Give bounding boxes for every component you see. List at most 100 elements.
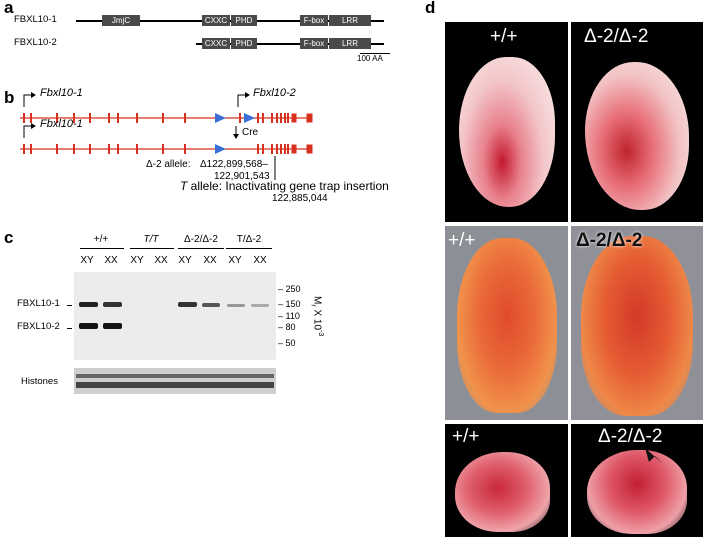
cre-label: Cre: [242, 127, 259, 138]
lane-label-8: XX: [253, 255, 267, 266]
embryo-photo-wt-dorsal: [445, 226, 568, 420]
protein-line-fbxl10-2: [196, 43, 384, 45]
locus-top: [20, 113, 313, 123]
marker-150-label: 150: [285, 299, 301, 309]
t-allele-coord: 122,885,044: [272, 193, 328, 204]
band-fbxl10-1-lane-2: [103, 302, 122, 307]
photo-label-6: Δ-2/Δ-2: [598, 426, 663, 447]
delta-allele-coords-2: 122,901,543: [214, 171, 270, 182]
embryo-photo-wt-lateral: [445, 22, 568, 222]
marker-50-label: 50: [285, 338, 296, 348]
transcription-arrow-fbxl10-1-top: [23, 92, 36, 107]
group-line-tt: [130, 248, 174, 249]
band-fbxl10-2-lane-2: [103, 323, 122, 329]
embryo-shape: [581, 236, 693, 416]
embryo-photo-mutant-head: [571, 424, 703, 537]
embryo-shape: [457, 238, 557, 413]
band-fbxl10-1-lane-1: [79, 302, 98, 307]
marker-80-label: 80: [285, 322, 296, 332]
lane-label-1: XY: [80, 255, 94, 266]
marker-110: – 110: [278, 311, 300, 321]
band-tick-fbxl10-1: [67, 305, 72, 306]
protein-line-fbxl10-1: [76, 20, 384, 22]
panel-d-letter: d: [425, 0, 436, 17]
t-allele-label: T allele: Inactivating gene trap inserti…: [180, 179, 389, 193]
lane-label-5: XY: [178, 255, 192, 266]
panel-a-letter: a: [4, 0, 14, 17]
marker-150: – 150: [278, 299, 301, 309]
group-line-delta: [178, 248, 224, 249]
embryo-photo-mutant-dorsal: [571, 226, 703, 420]
delta-allele-coords-1: Δ122,899,568–: [200, 159, 268, 170]
embryo-shape: [587, 450, 687, 534]
domain-cxxc: CXXC: [202, 15, 230, 26]
panel-c-letter: c: [4, 228, 14, 247]
embryo-shape: [459, 57, 555, 207]
domain-fbox: F-box: [300, 15, 328, 26]
arrowhead-icon: [645, 448, 663, 464]
band-fbxl10-1-lane-7: [227, 304, 245, 307]
photo-label-3: +/+: [448, 230, 476, 251]
gene-label-fbxl10-1-top: Fbxl10-1: [40, 87, 83, 99]
transcription-arrow-fbxl10-2: [237, 92, 250, 107]
domain-lrr: LRR: [329, 15, 371, 26]
mr-label-rest: X 10: [311, 306, 323, 331]
delta-allele-label: Δ-2 allele:: [146, 159, 191, 170]
group-label-delta: Δ-2/Δ-2: [184, 234, 218, 245]
lane-label-3: XY: [130, 255, 144, 266]
group-line-t-delta: [226, 248, 272, 249]
gene-label-fbxl10-2: Fbxl10-2: [253, 87, 296, 99]
marker-110-label: 110: [285, 311, 300, 321]
locus-bottom: [20, 144, 313, 154]
mr-label-sup: -3: [317, 330, 324, 337]
photo-label-4: Δ-2/Δ-2: [576, 230, 643, 251]
lane-label-2: XX: [104, 255, 118, 266]
scale-bar-label: 100 AA: [357, 54, 383, 63]
domain-phd: PHD: [231, 15, 257, 26]
lane-label-7: XY: [228, 255, 242, 266]
domain-fbox-2: F-box: [300, 38, 328, 49]
domain-phd-2: PHD: [231, 38, 257, 49]
t-allele-t: T: [180, 179, 188, 193]
group-label-wt: +/+: [93, 234, 109, 245]
transcription-arrow-fbxl10-1-bottom: [23, 123, 36, 138]
band-label-fbxl10-2: FBXL10-2: [17, 321, 60, 332]
marker-50: – 50: [278, 338, 296, 348]
lane-label-4: XX: [154, 255, 168, 266]
embryo-shape: [585, 62, 689, 210]
histones-blot: [74, 368, 276, 394]
embryo-shape: [455, 452, 550, 532]
band-fbxl10-1-lane-8: [251, 304, 269, 307]
embryo-photo-mutant-lateral: [571, 22, 703, 222]
mr-axis-label: Mr X 10-3: [310, 296, 324, 336]
group-label-tt: T/T: [143, 234, 159, 245]
histone-band-lower: [76, 382, 274, 388]
group-label-t-delta: T/Δ-2: [236, 234, 262, 245]
domain-jmjc: JmjC: [102, 15, 140, 26]
domain-lrr-2: LRR: [329, 38, 371, 49]
embryo-photo-wt-head: [445, 424, 568, 537]
photo-label-1: +/+: [490, 26, 518, 47]
protein-name-fbxl10-2: FBXL10-2: [14, 37, 57, 48]
loxp-site-remaining: [215, 144, 226, 154]
t-allele-text: allele: Inactivating gene trap insertion: [187, 179, 389, 193]
gene-structure-diagram: [20, 92, 313, 180]
band-fbxl10-1-lane-5: [178, 302, 197, 307]
photo-label-5: +/+: [452, 426, 480, 447]
band-tick-fbxl10-2: [67, 328, 72, 329]
marker-250: – 250: [278, 284, 301, 294]
loxp-site-1: [215, 113, 226, 123]
histones-label: Histones: [21, 376, 58, 387]
western-blot: [74, 272, 276, 360]
band-label-fbxl10-1: FBXL10-1: [17, 298, 60, 309]
gene-label-fbxl10-1-bottom: Fbxl10-1: [40, 118, 83, 130]
marker-80: – 80: [278, 322, 296, 332]
protein-name-fbxl10-1: FBXL10-1: [14, 14, 57, 25]
marker-250-label: 250: [285, 284, 301, 294]
lane-label-6: XX: [203, 255, 217, 266]
domain-cxxc-2: CXXC: [202, 38, 230, 49]
panel-b-letter: b: [4, 88, 15, 107]
photo-label-2: Δ-2/Δ-2: [584, 26, 649, 47]
loxp-site-2: [244, 113, 255, 123]
band-fbxl10-1-lane-6: [202, 303, 220, 307]
